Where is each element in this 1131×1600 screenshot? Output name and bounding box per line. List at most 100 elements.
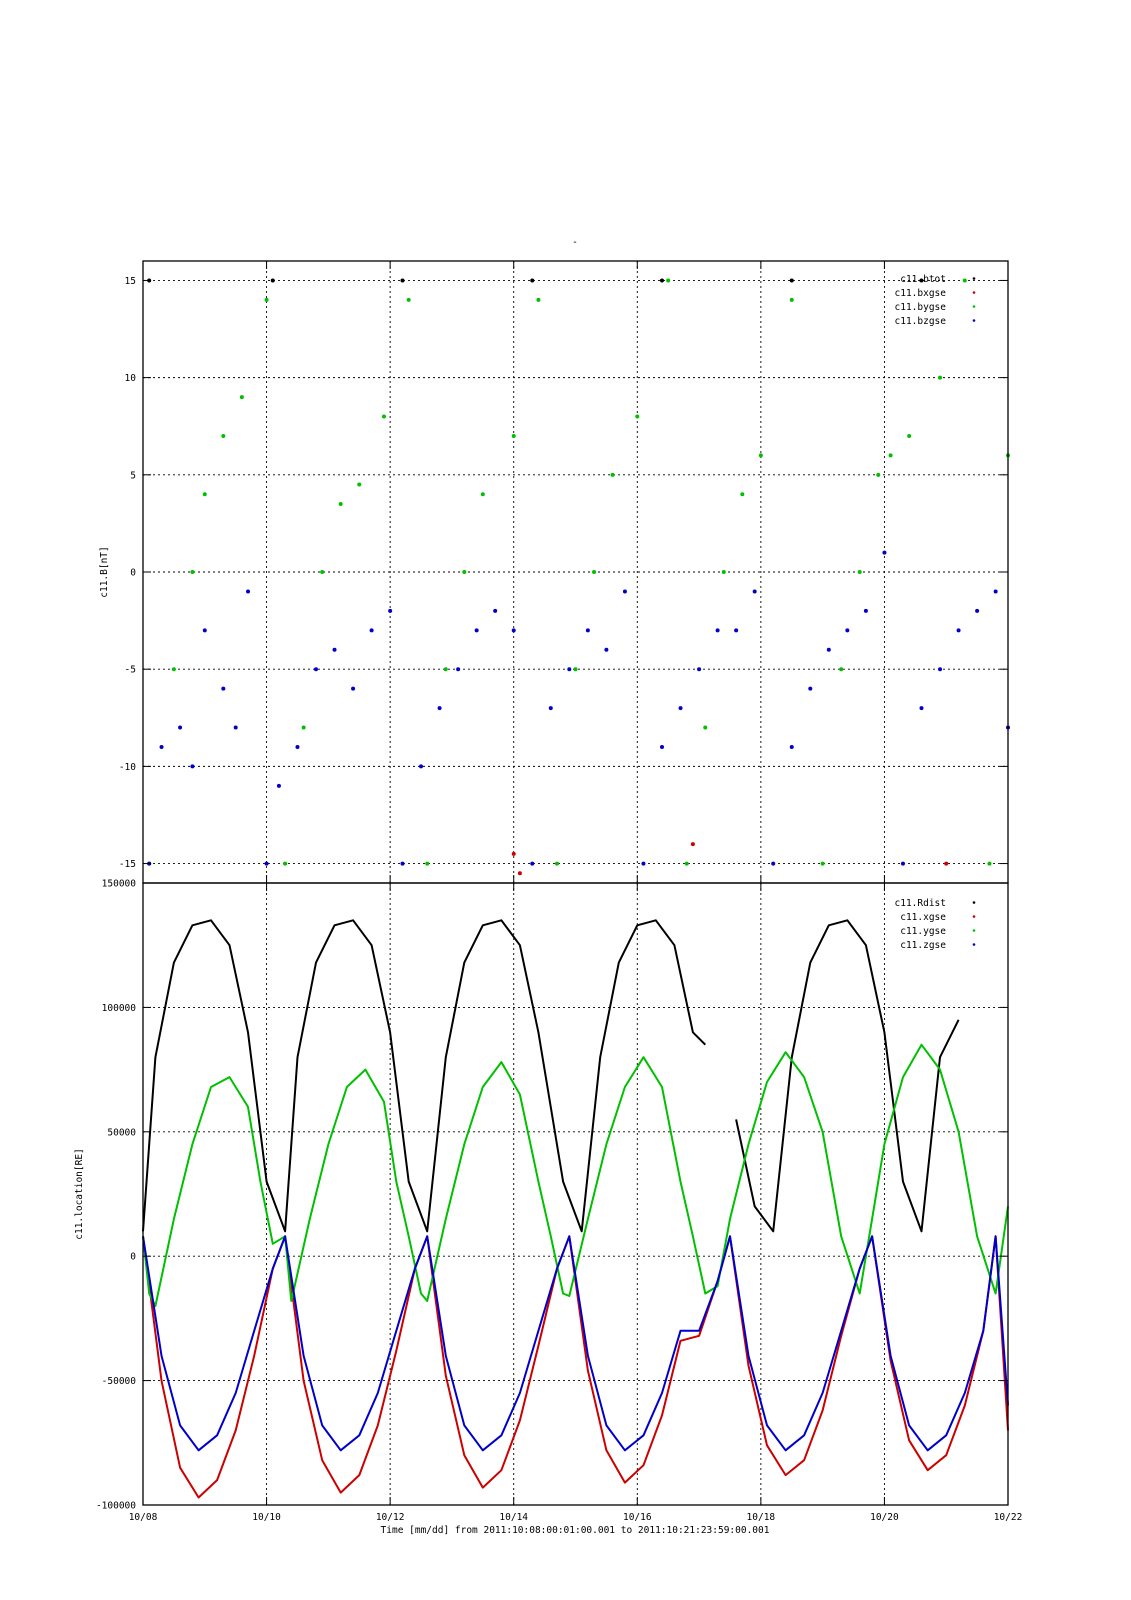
magnetic-field-legend-swatch-c11-bxgse: [972, 291, 976, 294]
magnetic-field-point-c11-bygse: [857, 570, 862, 574]
magnetic-field-point-c11-bzgse: [845, 628, 850, 633]
x-tick-label: 10/20: [870, 1512, 899, 1523]
magnetic-field-point-c11-bzgse: [734, 628, 739, 633]
magnetic-field-point-c11-bzgse: [419, 764, 424, 769]
magnetic-field-point-c11-bzgse: [190, 764, 195, 769]
magnetic-field-point-c11-bzgse: [585, 628, 590, 633]
magnetic-field-ytick-label: -15: [119, 859, 136, 870]
magnetic-field-point-c11-bygse: [684, 861, 689, 866]
magnetic-field-point-c11-bzgse: [400, 861, 405, 866]
x-axis-label: Time [mm/dd] from 2011:10:08:00:01:00.00…: [381, 1525, 770, 1536]
magnetic-field-point-c11-bzgse: [938, 667, 943, 672]
magnetic-field-point-c11-bzgse: [264, 861, 269, 866]
magnetic-field-point-c11-bzgse: [314, 667, 318, 672]
magnetic-field-point-c11-bygse: [703, 725, 708, 730]
magnetic-field-point-c11-bygse: [462, 570, 467, 574]
magnetic-field-legend: c11.btot c11.bxgse c11.bygse c11.bzgse: [895, 274, 976, 327]
magnetic-field-point-c11-bygse: [511, 433, 516, 438]
location-legend-label-c11-xgse: c11.xgse: [900, 912, 946, 923]
magnetic-field-point-c11-bygse: [610, 472, 615, 477]
location-legend-swatch-c11-ygse: [972, 929, 976, 932]
location-legend-swatch-c11-rdist: [972, 901, 976, 904]
location-ytick-label: 0: [130, 1252, 136, 1263]
x-tick-label: 10/22: [994, 1512, 1023, 1523]
magnetic-field-legend-swatch-c11-btot: [972, 277, 976, 280]
magnetic-field-point-c11-bygse: [888, 453, 893, 458]
magnetic-field-legend-swatch-c11-bzgse: [972, 319, 976, 322]
location-series: [142, 920, 1009, 1499]
magnetic-field-point-c11-bzgse: [771, 861, 776, 866]
magnetic-field-point-c11-bzgse: [548, 706, 553, 711]
magnetic-field-point-c11-bzgse: [919, 706, 924, 711]
magnetic-field-point-c11-bygse: [264, 297, 269, 302]
magnetic-field-point-c11-bygse: [301, 725, 306, 730]
magnetic-field-point-c11-bxgse: [690, 842, 695, 847]
magnetic-field-point-c11-bygse: [338, 501, 343, 506]
location-ytick-label: 150000: [102, 879, 137, 890]
magnetic-field-point-c11-bzgse: [221, 686, 226, 691]
magnetic-field-point-c11-bzgse: [660, 744, 664, 749]
magnetic-field-point-c11-bzgse: [900, 861, 905, 866]
location-legend: c11.Rdist c11.xgse c11.ygse c11.zgse: [895, 898, 976, 951]
magnetic-field-point-c11-bxgse: [511, 851, 516, 856]
magnetic-field-point-c11-bygse: [839, 667, 844, 672]
magnetic-field-point-c11-bygse: [443, 667, 448, 672]
magnetic-field-point-c11-btot: [530, 278, 535, 283]
magnetic-field-point-c11-bygse: [907, 433, 912, 438]
magnetic-field-point-c11-bzgse: [369, 628, 374, 633]
magnetic-field-point-c11-bygse: [221, 433, 226, 438]
x-tick-label: 10/16: [623, 1512, 652, 1523]
magnetic-field-point-c11-bygse: [239, 395, 244, 400]
magnetic-field-point-c11-bygse: [876, 472, 881, 477]
magnetic-field-point-c11-bzgse: [295, 744, 300, 749]
magnetic-field-point-c11-bygse: [190, 570, 195, 574]
magnetic-field-point-c11-bzgse: [863, 608, 868, 613]
location-y-ticks: 150000 100000 50000 0 -50000 -100000: [96, 879, 1008, 1512]
magnetic-field-point-c11-bzgse: [604, 647, 609, 652]
location-series-c11-zgse: [142, 1235, 1009, 1452]
magnetic-field-point-c11-bzgse: [493, 608, 498, 613]
location-legend-swatch-c11-xgse: [972, 915, 976, 918]
magnetic-field-point-c11-bygse: [573, 667, 578, 672]
location-legend-label-c11-ygse: c11.ygse: [900, 926, 946, 937]
location-legend-label-c11-zgse: c11.zgse: [900, 940, 946, 951]
magnetic-field-point-c11-bygse: [381, 414, 386, 419]
magnetic-field-point-c11-bygse: [480, 492, 485, 497]
magnetic-field-point-c11-bygse: [320, 570, 325, 574]
x-tick-label: 10/10: [252, 1512, 281, 1523]
magnetic-field-point-c11-bygse: [938, 375, 943, 380]
x-axis-ticks: 10/08 10/10 10/12 10/14 10/16 10/18 10/20 10/22: [129, 1512, 1023, 1523]
location-legend-swatch-c11-zgse: [972, 943, 976, 946]
magnetic-field-point-c11-bygse: [666, 278, 671, 283]
magnetic-field-point-c11-bzgse: [246, 589, 251, 594]
x-tick-label: 10/14: [499, 1512, 528, 1523]
magnetic-field-ytick-label: 0: [130, 568, 136, 579]
location-grid: [142, 883, 1009, 1505]
magnetic-field-point-c11-btot: [660, 278, 664, 283]
location-ytick-label: -50000: [102, 1376, 137, 1387]
magnetic-field-point-c11-bzgse: [993, 589, 998, 594]
magnetic-field-point-c11-bzgse: [233, 725, 238, 730]
magnetic-field-point-c11-bygse: [740, 492, 745, 497]
magnetic-field-point-c11-bzgse: [178, 725, 183, 730]
magnetic-field-point-c11-bygse: [635, 414, 640, 419]
magnetic-field-point-c11-bzgse: [808, 686, 813, 691]
magnetic-field-series: [147, 278, 1010, 876]
magnetic-field-ytick-label: 15: [125, 276, 136, 287]
chart-title: -: [572, 237, 578, 248]
magnetic-field-legend-label-c11-bxgse: c11.bxgse: [895, 288, 947, 299]
x-tick-label: 10/18: [747, 1512, 776, 1523]
magnetic-field-point-c11-bxgse: [944, 861, 949, 866]
magnetic-field-point-c11-bzgse: [388, 608, 393, 613]
magnetic-field-point-c11-bzgse: [956, 628, 961, 633]
magnetic-field-ytick-label: -5: [125, 665, 136, 676]
magnetic-field-ytick-label: 5: [130, 470, 136, 481]
location-frame: [142, 882, 1009, 1506]
location-panel: 150000 100000 50000 0 -50000 -100000 c11.loca…: [74, 879, 1008, 1512]
magnetic-field-point-c11-bzgse: [567, 667, 572, 672]
magnetic-field-point-c11-bzgse: [678, 706, 683, 711]
magnetic-field-legend-label-c11-bzgse: c11.bzgse: [895, 316, 947, 327]
magnetic-field-point-c11-bzgse: [456, 667, 461, 672]
magnetic-field-point-c11-bygse: [962, 278, 967, 283]
